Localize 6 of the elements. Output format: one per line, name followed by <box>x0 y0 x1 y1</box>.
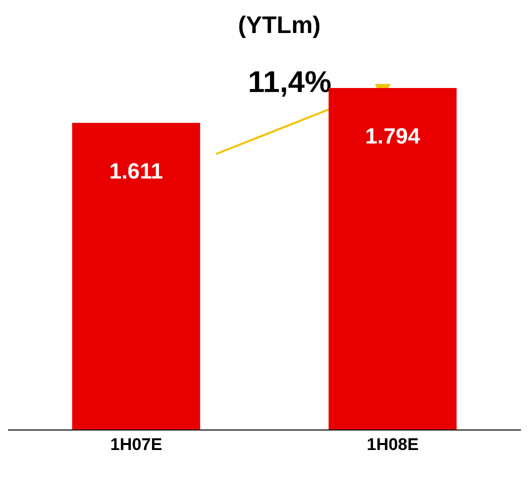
x-tick-label: 1H07E <box>110 435 162 454</box>
data-label: 1.794 <box>365 124 421 149</box>
annotation: 11,4% <box>248 66 332 100</box>
data-label: 1.611 <box>109 158 164 184</box>
x-tick-label: 1H08E <box>366 435 419 454</box>
chart-title: (YTLm) <box>238 12 321 40</box>
